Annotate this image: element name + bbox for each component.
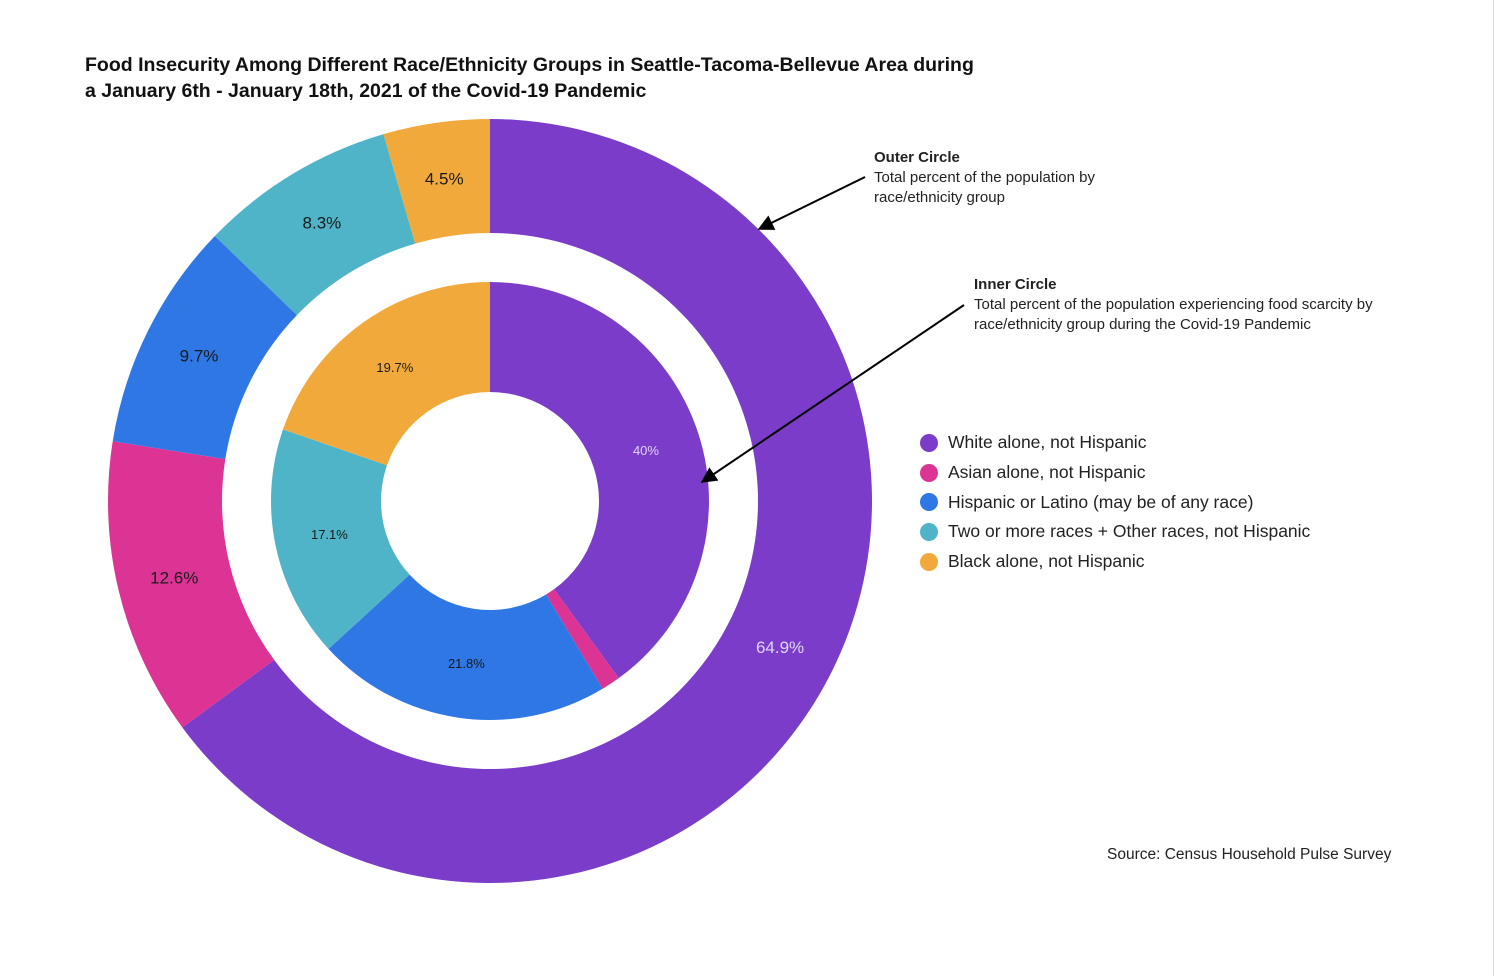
donut-data-labels: 64.9% 12.6% 9.7% 8.3% 4.5% 40% 21.8% 17.1% 19.7%	[150, 170, 804, 671]
outer-label-two-or-more: 8.3%	[303, 213, 342, 232]
source-note: Source: Census Household Pulse Survey	[1107, 846, 1392, 863]
inner-circle-heading: Inner Circle	[974, 276, 1057, 293]
outer-label-hispanic: 9.7%	[180, 347, 219, 366]
outer-slice-asian	[107, 441, 275, 728]
inner-circle-annotation: Inner Circle Total percent of the popula…	[974, 275, 1474, 335]
legend-swatch-black	[920, 552, 938, 571]
legend-label-black: Black alone, not Hispanic	[948, 551, 1145, 572]
legend-item-white: White alone, not Hispanic	[920, 428, 1310, 458]
outer-label-black: 4.5%	[425, 170, 464, 189]
legend-label-two-or-more: Two or more races + Other races, not His…	[948, 521, 1311, 542]
outer-circle-text-2: race/ethnicity group	[874, 189, 1005, 206]
outer-slice-two-or-more	[214, 134, 416, 316]
legend-label-white: White alone, not Hispanic	[948, 432, 1147, 453]
legend-label-hispanic: Hispanic or Latino (may be of any race)	[948, 491, 1254, 512]
inner-label-two-or-more: 17.1%	[311, 527, 348, 542]
legend-swatch-asian	[920, 463, 938, 482]
chart-title-line-2: a January 6th - January 18th, 2021 of th…	[85, 80, 647, 102]
outer-circle-arrow	[757, 176, 866, 230]
outer-slice-white	[182, 119, 873, 883]
chart-title-line-1: Food Insecurity Among Different Race/Eth…	[85, 54, 974, 76]
outer-slice-hispanic	[112, 236, 297, 460]
inner-label-white: 40%	[633, 443, 659, 458]
legend-item-asian: Asian alone, not Hispanic	[920, 458, 1310, 488]
inner-circle-text-1: Total percent of the population experien…	[974, 296, 1373, 313]
donut-rings	[107, 119, 873, 883]
inner-slice-two-or-more	[271, 429, 410, 649]
inner-label-black: 19.7%	[376, 360, 413, 375]
legend-swatch-hispanic	[920, 493, 938, 512]
chart-title: Food Insecurity Among Different Race/Eth…	[85, 52, 1135, 104]
legend-item-hispanic: Hispanic or Latino (may be of any race)	[920, 487, 1310, 517]
outer-label-white: 64.9%	[756, 638, 804, 657]
inner-label-hispanic: 21.8%	[448, 656, 485, 671]
inner-slice-asian	[546, 589, 619, 689]
outer-slice-black	[383, 119, 490, 244]
legend: White alone, not Hispanic Asian alone, n…	[920, 428, 1310, 576]
inner-circle-text-2: race/ethnicity group during the Covid-19…	[974, 316, 1311, 333]
legend-item-black: Black alone, not Hispanic	[920, 547, 1310, 577]
inner-circle-arrow	[700, 304, 965, 483]
outer-circle-text-1: Total percent of the population by	[874, 169, 1095, 186]
outer-label-asian: 12.6%	[150, 568, 198, 587]
legend-item-two-or-more: Two or more races + Other races, not His…	[920, 517, 1310, 547]
legend-label-asian: Asian alone, not Hispanic	[948, 462, 1146, 483]
outer-circle-annotation: Outer Circle Total percent of the popula…	[874, 148, 1194, 208]
inner-slice-white	[490, 282, 709, 679]
outer-circle-heading: Outer Circle	[874, 149, 960, 166]
legend-swatch-two-or-more	[920, 522, 938, 541]
inner-slice-hispanic	[328, 574, 603, 720]
legend-swatch-white	[920, 433, 938, 452]
inner-slice-black	[283, 282, 490, 466]
